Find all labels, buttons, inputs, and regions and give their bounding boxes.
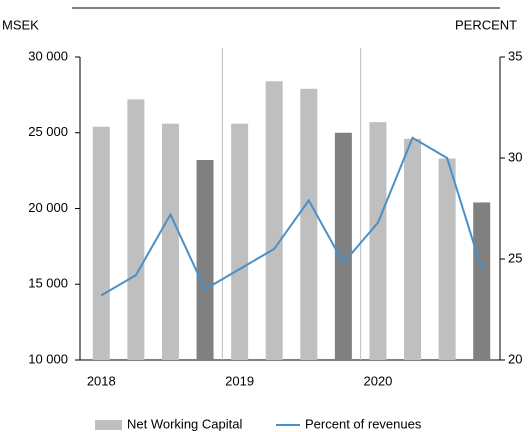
y2-tick-label: 25 [508, 250, 522, 265]
x-tick-label: 2019 [225, 373, 254, 388]
y-tick-label: 30 000 [28, 48, 68, 63]
bar [369, 122, 387, 361]
y-tick-label: 25 000 [28, 124, 68, 139]
bar [438, 158, 456, 360]
y2-tick-label: 20 [508, 351, 522, 366]
bar [161, 123, 179, 360]
bar [473, 202, 491, 360]
bar [300, 88, 318, 360]
legend-swatch [95, 420, 122, 430]
bar [231, 123, 249, 360]
legend-label: Percent of revenues [305, 416, 422, 431]
x-tick-label: 2020 [363, 373, 392, 388]
x-tick-label: 2018 [87, 373, 116, 388]
y2-tick-label: 30 [508, 149, 522, 164]
legend-label: Net Working Capital [127, 416, 242, 431]
line [100, 136, 483, 297]
bar [127, 99, 145, 361]
bar [265, 81, 283, 361]
y-tick-label: 15 000 [28, 276, 68, 291]
bar [404, 138, 422, 360]
y2-tick-label: 35 [508, 48, 522, 63]
bar [92, 126, 110, 360]
y-axis-label: MSEK [2, 17, 39, 32]
y-tick-label: 10 000 [28, 351, 68, 366]
y-tick-label: 20 000 [28, 200, 68, 215]
y2-axis-label: PERCENT [455, 17, 517, 32]
bar [334, 132, 352, 360]
bar [196, 160, 214, 360]
